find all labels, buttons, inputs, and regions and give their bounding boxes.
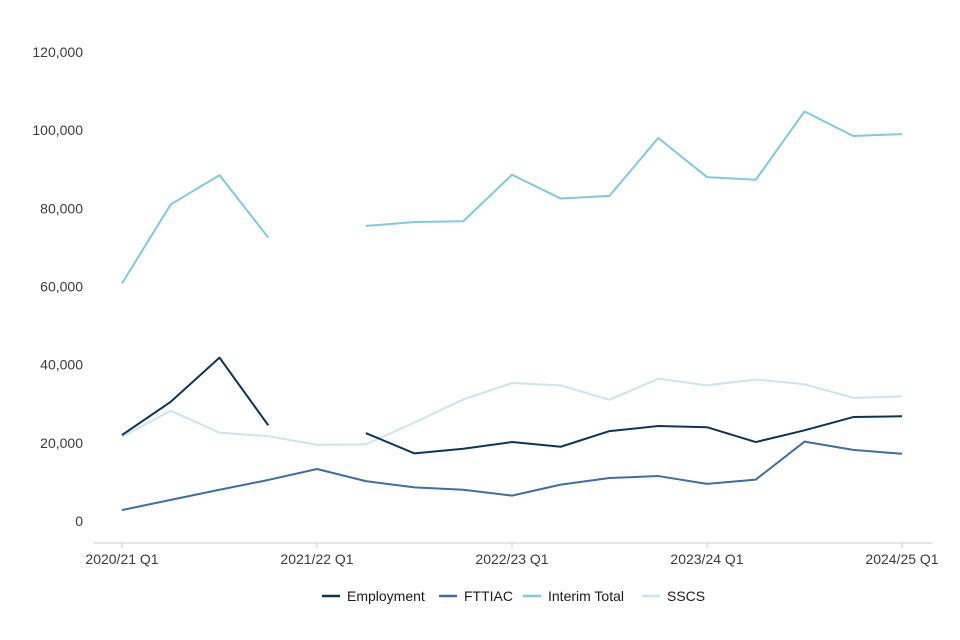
y-tick-label: 40,000 xyxy=(40,357,83,373)
y-tick-label: 80,000 xyxy=(40,200,83,216)
x-tick-label: 2020/21 Q1 xyxy=(85,551,158,567)
y-tick-label: 20,000 xyxy=(40,435,83,451)
y-axis: 0 20,000 40,000 60,000 80,000 100,000 120,000 xyxy=(32,44,83,529)
y-tick-label: 100,000 xyxy=(32,122,83,138)
series-line-interim-total xyxy=(121,110,903,284)
series-line-employment xyxy=(121,356,903,455)
legend-label: SSCS xyxy=(667,588,705,604)
y-tick-label: 120,000 xyxy=(32,44,83,60)
legend-label: Interim Total xyxy=(548,588,624,604)
series-line-fttiac xyxy=(121,440,903,512)
series-line-sscs xyxy=(121,377,903,446)
x-tick-label: 2024/25 Q1 xyxy=(865,551,938,567)
y-tick-label: 60,000 xyxy=(40,279,83,295)
legend-label: FTTIAC xyxy=(464,588,513,604)
x-axis: 2020/21 Q1 2021/22 Q1 2022/23 Q1 2023/24 Q1… xyxy=(85,542,939,567)
x-tick-label: 2023/24 Q1 xyxy=(670,551,743,567)
x-tick-label: 2021/22 Q1 xyxy=(280,551,353,567)
legend: Employment FTTIAC Interim Total SSCS xyxy=(322,588,705,604)
series-lines xyxy=(121,110,903,512)
legend-label: Employment xyxy=(347,588,425,604)
x-tick-label: 2022/23 Q1 xyxy=(475,551,548,567)
y-tick-label: 0 xyxy=(75,513,83,529)
